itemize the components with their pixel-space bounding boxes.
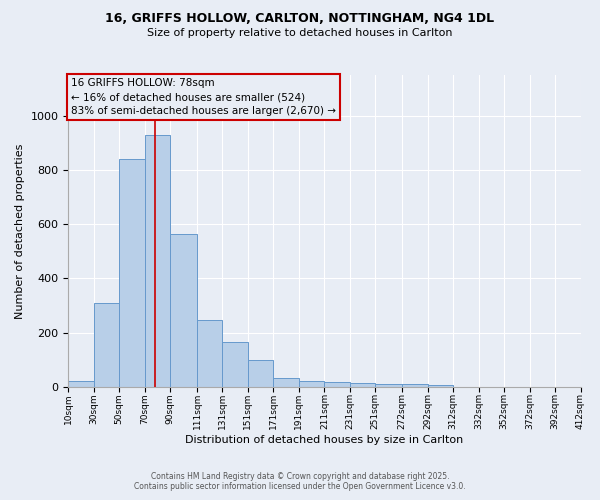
Bar: [248, 360, 274, 387]
Text: Size of property relative to detached houses in Carlton: Size of property relative to detached ho…: [147, 28, 453, 38]
Bar: [402, 384, 428, 387]
Text: Contains HM Land Registry data © Crown copyright and database right 2025.: Contains HM Land Registry data © Crown c…: [151, 472, 449, 481]
Bar: [274, 378, 299, 387]
Bar: [170, 234, 197, 387]
Bar: [145, 134, 170, 387]
Bar: [428, 386, 453, 387]
Bar: [119, 159, 145, 387]
Bar: [299, 382, 325, 387]
Bar: [350, 384, 376, 387]
Bar: [68, 382, 94, 387]
Bar: [325, 382, 350, 387]
Bar: [94, 303, 119, 387]
X-axis label: Distribution of detached houses by size in Carlton: Distribution of detached houses by size …: [185, 435, 464, 445]
Y-axis label: Number of detached properties: Number of detached properties: [15, 143, 25, 318]
Bar: [376, 384, 402, 387]
Bar: [223, 342, 248, 387]
Bar: [197, 320, 223, 387]
Text: 16, GRIFFS HOLLOW, CARLTON, NOTTINGHAM, NG4 1DL: 16, GRIFFS HOLLOW, CARLTON, NOTTINGHAM, …: [106, 12, 494, 26]
Text: 16 GRIFFS HOLLOW: 78sqm
← 16% of detached houses are smaller (524)
83% of semi-d: 16 GRIFFS HOLLOW: 78sqm ← 16% of detache…: [71, 78, 336, 116]
Text: Contains public sector information licensed under the Open Government Licence v3: Contains public sector information licen…: [134, 482, 466, 491]
